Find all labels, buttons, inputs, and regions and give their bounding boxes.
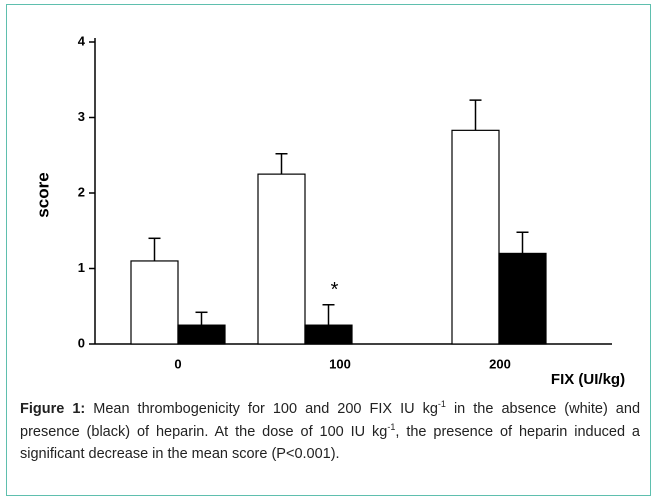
chart: score FIX (UI/kg) 0 1 2 3 4 0 100 * 200 [33, 33, 625, 388]
figure-frame [6, 4, 651, 496]
y-tick-label: 3 [78, 109, 85, 124]
x-tick-label: 100 [329, 356, 351, 371]
superscript: -1 [437, 399, 446, 410]
caption: Figure 1: Mean thrombogenicity for 100 a… [20, 398, 640, 466]
annotation: * [331, 279, 339, 301]
bar [177, 324, 226, 345]
bar [130, 260, 179, 345]
bar [451, 129, 500, 345]
caption-text: Mean thrombogenicity for 100 and 200 FIX… [85, 401, 438, 417]
y-tick-label: 4 [78, 33, 86, 48]
caption-text: in the absence (white) and presence (bla… [20, 401, 641, 440]
bar [257, 173, 306, 345]
superscript: -1 [387, 421, 396, 432]
y-axis-label: score [33, 172, 52, 217]
x-tick-label: 0 [174, 356, 181, 371]
y-tick-label: 1 [78, 260, 85, 275]
bar [498, 252, 547, 345]
caption-text: , the presence of heparin induced a sign… [20, 423, 640, 463]
y-tick-label: 2 [78, 184, 85, 199]
bar [304, 324, 353, 345]
caption-label: Figure 1: [20, 401, 86, 417]
x-tick-label: 200 [489, 356, 511, 371]
x-axis-label: FIX (UI/kg) [551, 371, 625, 388]
y-tick-label: 0 [78, 335, 85, 350]
